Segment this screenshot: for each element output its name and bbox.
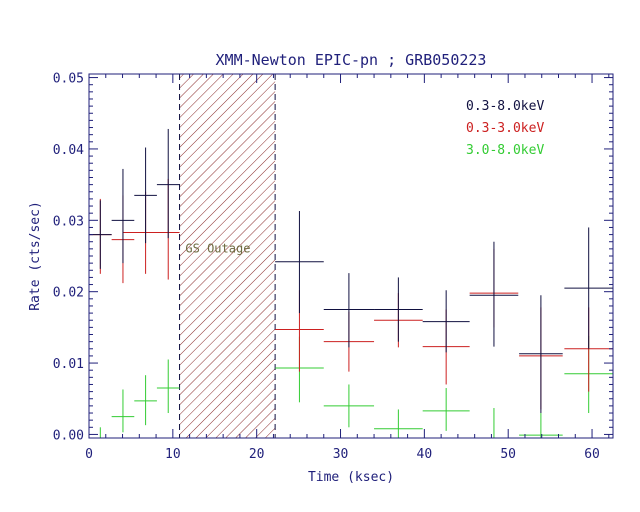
data-point — [275, 211, 324, 314]
outage-label: GS Outage — [185, 241, 250, 255]
x-axis-label: Time (ksec) — [308, 470, 394, 485]
x-tick-label: 50 — [500, 447, 516, 462]
x-tick-label: 0 — [85, 447, 93, 462]
data-point — [493, 408, 495, 438]
data-point — [374, 409, 423, 438]
data-point — [469, 241, 519, 347]
y-tick-label: 0.01 — [53, 357, 84, 372]
legend: 0.3-8.0keV 0.3-3.0keV 3.0-8.0keV — [466, 99, 544, 158]
y-tick-label: 0.05 — [53, 72, 84, 87]
data-point — [519, 413, 563, 438]
data-point — [134, 147, 157, 244]
y-axis-label: Rate (cts/sec) — [28, 201, 43, 311]
data-point — [134, 375, 157, 426]
series-0.3-8.0keV — [89, 128, 613, 414]
series-3.0-8.0keV — [99, 335, 613, 438]
y-tick-label: 0.02 — [53, 286, 84, 301]
x-tick-label: 40 — [417, 447, 433, 462]
legend-entry: 0.3-3.0keV — [466, 121, 544, 136]
outage-region: GS Outage — [179, 74, 276, 438]
data-point — [519, 295, 563, 414]
data-point — [323, 384, 375, 428]
data-point — [111, 168, 135, 264]
data-point — [422, 290, 470, 353]
x-tick-label: 10 — [165, 447, 181, 462]
data-point — [374, 277, 423, 342]
data-point — [111, 389, 135, 433]
x-tick-label: 20 — [249, 447, 265, 462]
y-axis: 0.00 0.01 0.02 0.03 0.04 0.05 — [53, 72, 613, 443]
data-point — [422, 388, 470, 431]
y-tick-label: 0.03 — [53, 214, 84, 229]
data-points — [89, 128, 613, 438]
y-tick-label: 0.04 — [53, 143, 84, 158]
legend-entry: 3.0-8.0keV — [466, 143, 544, 158]
legend-entry: 0.3-8.0keV — [466, 99, 544, 114]
x-tick-label: 30 — [333, 447, 349, 462]
data-point — [323, 273, 375, 348]
series-0.3-3.0keV — [89, 178, 613, 410]
chart-title: XMM-Newton EPIC-pn ; GRB050223 — [216, 51, 487, 69]
x-axis: 0 10 20 30 40 50 60 — [85, 74, 610, 462]
data-point — [156, 359, 180, 414]
y-tick-label: 0.00 — [53, 428, 84, 443]
data-point — [99, 427, 101, 438]
data-point — [156, 128, 180, 239]
data-point — [564, 227, 613, 349]
outage-hatch — [179, 74, 276, 438]
x-tick-label: 60 — [584, 447, 600, 462]
